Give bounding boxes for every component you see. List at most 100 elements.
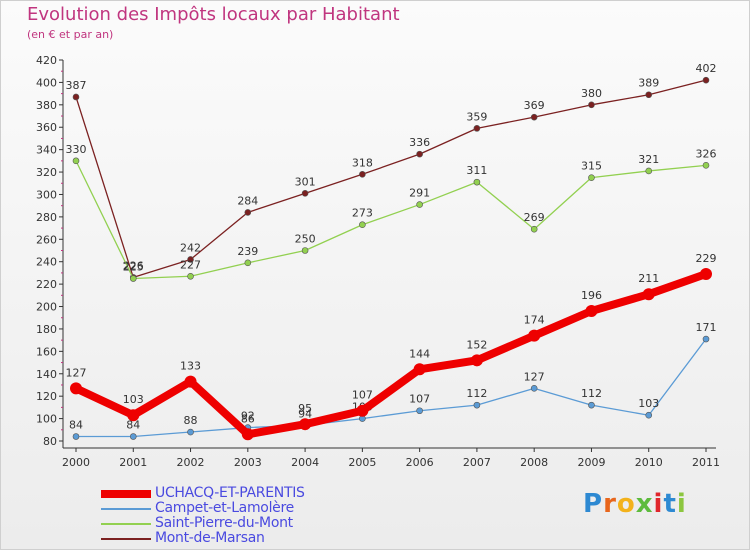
y-tick-label: 320 xyxy=(36,166,57,179)
y-tick-label: 100 xyxy=(36,413,57,426)
x-tick-label: 2003 xyxy=(234,456,262,469)
chart-subtitle: (en € et par an) xyxy=(27,28,114,41)
legend-swatch xyxy=(101,508,151,510)
data-point xyxy=(530,113,538,121)
data-label: 174 xyxy=(524,314,545,327)
x-tick-label: 2011 xyxy=(692,456,720,469)
data-point xyxy=(70,382,82,395)
data-point xyxy=(301,247,309,254)
y-tick-label: 220 xyxy=(36,278,57,291)
data-point xyxy=(530,385,538,392)
data-label: 94 xyxy=(298,407,312,420)
data-point xyxy=(588,101,595,109)
data-label: 112 xyxy=(466,387,487,400)
data-point xyxy=(588,401,595,409)
data-label: 301 xyxy=(295,175,316,188)
data-point xyxy=(356,404,369,417)
x-tick-label: 2007 xyxy=(463,456,491,469)
data-point xyxy=(129,275,137,282)
data-point xyxy=(702,162,710,169)
data-label: 402 xyxy=(696,62,717,75)
data-point xyxy=(413,363,426,376)
data-label: 133 xyxy=(180,360,201,373)
legend-label: UCHACQ-ET-PARENTIS xyxy=(155,485,305,501)
data-label: 284 xyxy=(237,194,258,207)
y-tick-label: 300 xyxy=(36,188,57,201)
y-tick-label: 200 xyxy=(36,301,57,314)
data-point xyxy=(244,209,252,216)
y-tick-label: 280 xyxy=(36,211,57,224)
data-point xyxy=(416,407,423,415)
series-line xyxy=(72,270,710,439)
y-tick-label: 180 xyxy=(36,323,57,336)
chart-title: Evolution des Impôts locaux par Habitant xyxy=(27,4,400,25)
data-point xyxy=(530,225,538,233)
data-point xyxy=(416,150,423,158)
data-label: 196 xyxy=(581,289,602,302)
data-label: 321 xyxy=(638,153,659,166)
data-label: 92 xyxy=(241,410,255,423)
y-tick-label: 80 xyxy=(43,435,57,448)
data-point xyxy=(184,375,197,388)
data-point xyxy=(187,256,194,263)
data-point xyxy=(702,76,710,84)
data-point xyxy=(301,190,309,197)
data-point xyxy=(528,329,541,342)
series-line xyxy=(75,338,707,438)
data-label: 107 xyxy=(409,393,430,406)
x-tick-label: 2009 xyxy=(577,456,605,469)
data-label: 211 xyxy=(638,272,659,285)
legend-label: Saint-Pierre-du-Mont xyxy=(155,515,293,531)
y-tick-label: 160 xyxy=(36,345,57,358)
data-label: 273 xyxy=(352,207,373,220)
data-point xyxy=(702,335,710,343)
legend-swatch xyxy=(101,523,151,525)
data-label: 144 xyxy=(409,347,430,360)
logo-letter: o xyxy=(616,489,636,519)
data-label: 86 xyxy=(241,412,255,425)
data-label: 84 xyxy=(126,419,140,432)
x-tick-label: 2006 xyxy=(406,456,434,469)
series-line xyxy=(75,79,707,279)
x-tick-label: 2004 xyxy=(291,456,319,469)
data-point xyxy=(127,409,140,422)
data-label: 318 xyxy=(352,156,373,169)
data-label: 227 xyxy=(180,258,201,271)
data-point xyxy=(359,221,366,229)
data-point xyxy=(473,401,481,409)
data-point xyxy=(645,411,653,419)
data-label: 330 xyxy=(66,143,87,156)
data-label: 127 xyxy=(524,370,545,383)
legend-swatch xyxy=(101,538,151,540)
data-point xyxy=(359,171,366,178)
data-label: 229 xyxy=(696,252,717,265)
data-label: 369 xyxy=(524,99,545,112)
legend-label: Campet-et-Lamolère xyxy=(155,500,294,516)
data-label: 225 xyxy=(123,261,144,274)
data-point xyxy=(473,125,481,132)
data-point xyxy=(187,428,194,436)
y-tick-label: 400 xyxy=(36,76,57,89)
y-tick-label: 240 xyxy=(36,256,57,269)
data-label: 95 xyxy=(298,402,312,415)
data-label: 239 xyxy=(237,245,258,258)
data-point xyxy=(72,157,80,165)
data-point xyxy=(470,354,483,367)
data-label: 326 xyxy=(696,147,717,160)
data-label: 311 xyxy=(466,164,487,177)
data-point xyxy=(642,288,655,301)
logo-letter: x xyxy=(635,489,654,519)
data-label: 315 xyxy=(581,160,602,173)
data-point xyxy=(72,433,80,440)
data-point xyxy=(700,268,712,281)
data-label: 269 xyxy=(524,211,545,224)
y-tick-label: 340 xyxy=(36,144,57,157)
y-tick-label: 140 xyxy=(36,368,57,381)
data-label: 242 xyxy=(180,241,201,254)
x-tick-label: 2000 xyxy=(62,456,90,469)
x-tick-label: 2010 xyxy=(635,456,663,469)
data-point xyxy=(585,305,598,318)
x-tick-label: 2008 xyxy=(520,456,548,469)
